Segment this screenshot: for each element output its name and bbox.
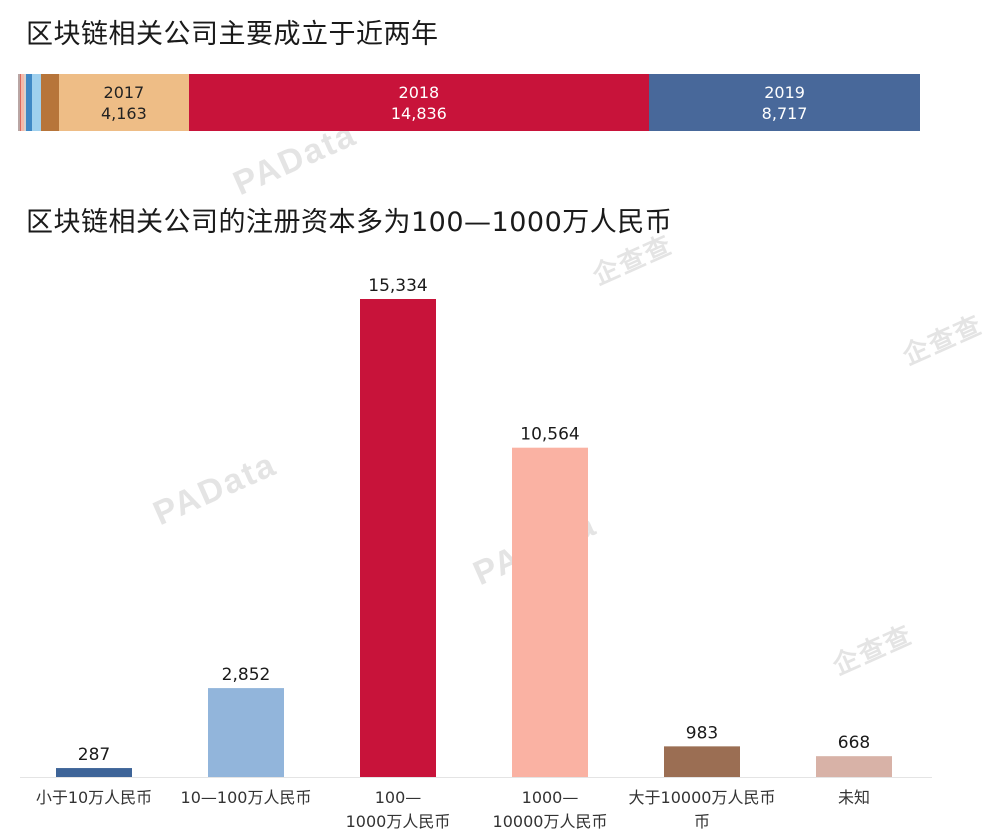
registered-capital-chart-title: 区块链相关公司的注册资本多为100—1000万人民币 [26, 207, 673, 238]
registered-capital-bar-chart: 287 小于10万人民币 2,852 10—100万人民币 15,334 100— 1000… [20, 276, 932, 831]
bar-value-label: 668 [838, 733, 870, 753]
founding-year-stacked-bar: 2017 4,163 2018 14,836 2019 8,717 [18, 74, 920, 131]
x-tick-label: 大于10000万人民币 [629, 788, 776, 807]
segment-year-label: 2018 [398, 82, 440, 102]
bar-3 [512, 447, 588, 777]
segment-year-label: 2019 [764, 82, 805, 102]
stack-segment-minor [26, 74, 33, 131]
segment-value-label: 4,163 [100, 103, 147, 123]
bar-2 [360, 299, 436, 777]
bar-value-label: 10,564 [520, 425, 579, 445]
stack-segment-2019: 2019 8,717 [649, 74, 920, 131]
bar-5 [816, 756, 892, 777]
bar-1 [208, 688, 284, 777]
segment-value-label: 8,717 [761, 103, 808, 123]
bar-4 [664, 746, 740, 777]
x-tick-label: 小于10万人民币 [36, 788, 152, 807]
stack-segment-minor [19, 74, 22, 131]
x-tick-label: 100— [375, 788, 422, 807]
stack-segment-minor [18, 74, 20, 131]
stack-segment-minor [32, 74, 41, 131]
bar-value-label: 15,334 [368, 276, 427, 296]
x-tick-label: 币 [694, 812, 710, 831]
x-tick-label: 10—100万人民币 [181, 788, 312, 807]
bar-0 [56, 768, 132, 777]
stack-segment-2018: 2018 14,836 [188, 74, 650, 131]
x-tick-label: 1000— [522, 788, 579, 807]
segment-year-label: 2017 [103, 82, 145, 102]
bar-value-label: 983 [686, 723, 718, 743]
segment-value-label: 14,836 [390, 103, 447, 123]
stack-segment-2017: 2017 4,163 [59, 74, 189, 131]
x-tick-label: 1000万人民币 [346, 812, 451, 831]
bar-value-label: 287 [78, 745, 110, 765]
stack-segment-minor [40, 74, 60, 131]
founding-year-chart-title: 区块链相关公司主要成立于近两年 [26, 19, 439, 50]
bar-value-label: 2,852 [222, 665, 271, 685]
x-tick-label: 10000万人民币 [493, 812, 608, 831]
x-tick-label: 未知 [838, 788, 870, 807]
stack-segment-minor [21, 74, 24, 131]
stack-segment-minor [23, 74, 27, 131]
